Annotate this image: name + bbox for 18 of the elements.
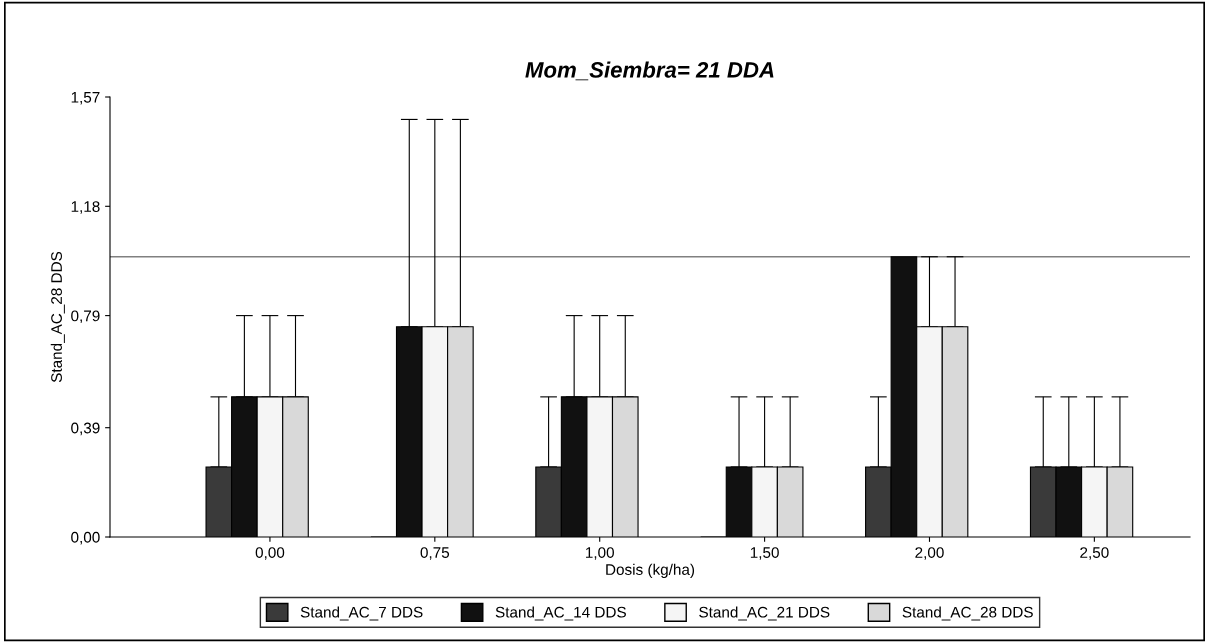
y-axis-title: Stand_AC_28 DDS — [50, 251, 65, 383]
y-tick-label: 1,57 — [71, 92, 100, 105]
legend-label: Stand_AC_14 DDS — [495, 606, 626, 621]
legend-label: Stand_AC_21 DDS — [699, 606, 830, 621]
y-tick-label: 0,00 — [71, 531, 100, 545]
legend-label: Stand_AC_28 DDS — [902, 606, 1033, 621]
y-tick-label: 0,39 — [71, 422, 100, 436]
x-tick-label: 2,50 — [1080, 547, 1109, 560]
legend-label: Stand_AC_7 DDS — [300, 606, 423, 621]
y-tick-label: 1,18 — [71, 201, 100, 214]
x-tick-label: 1,50 — [750, 547, 779, 560]
x-tick-label: 1,00 — [586, 547, 614, 560]
y-tick-label: 0,79 — [71, 310, 100, 324]
x-tick-label: 0,00 — [255, 547, 285, 560]
chart-title: Mom_Siembra= 21 DDA — [525, 61, 774, 81]
x-axis-title: Dosis (kg/ha) — [606, 563, 695, 578]
x-tick-label: 2,00 — [915, 547, 944, 560]
x-tick-label: 0,75 — [420, 547, 450, 560]
